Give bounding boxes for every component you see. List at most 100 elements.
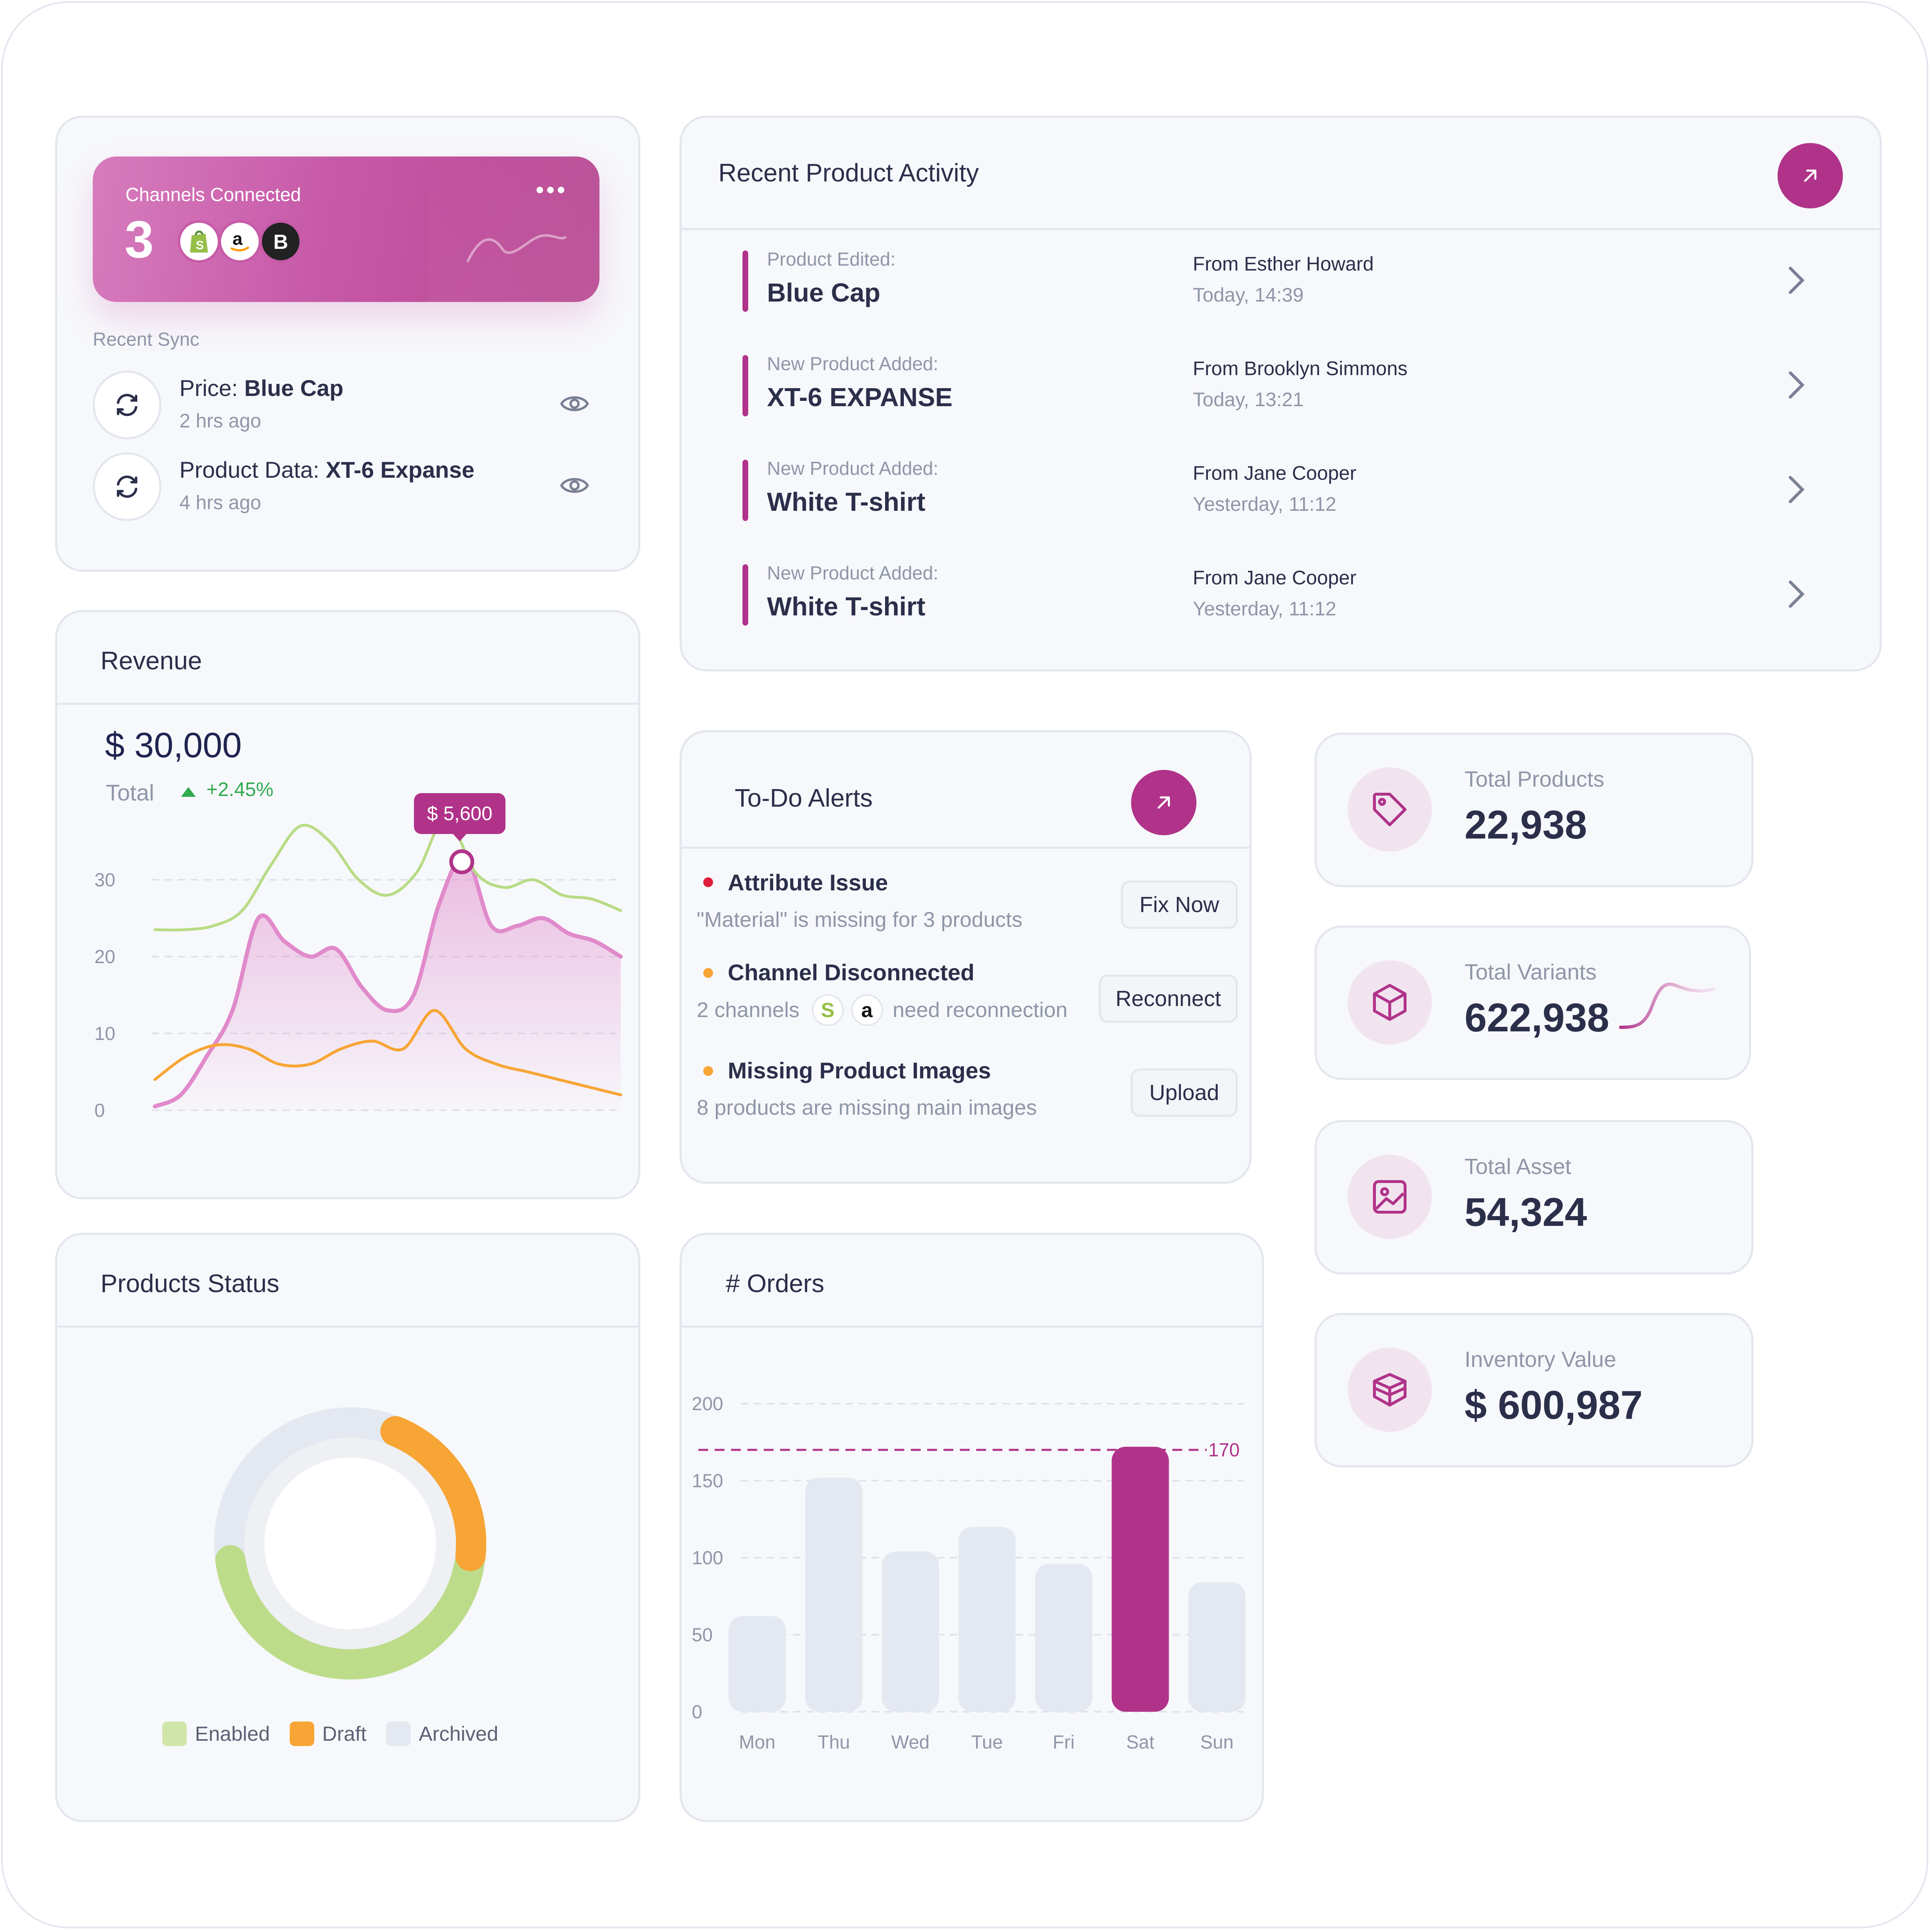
status-header: Products Status	[57, 1235, 638, 1328]
activity-from: From Brooklyn Simmons	[1193, 358, 1408, 380]
svg-text:a: a	[233, 229, 243, 249]
channels-title: Channels Connected	[125, 184, 301, 205]
stat-card-inventory-value[interactable]: Inventory Value $ 600,987	[1315, 1313, 1753, 1467]
revenue-total-label: Total	[106, 780, 154, 805]
chevron-right-icon[interactable]	[1786, 579, 1807, 609]
open-activity-button[interactable]	[1778, 143, 1843, 208]
image-icon	[1348, 1155, 1432, 1239]
recent-sync-label: Recent Sync	[93, 329, 199, 350]
activity-product: White T-shirt	[767, 487, 926, 517]
alert-description: 8 products are missing main images	[697, 1096, 1037, 1120]
revenue-y-ticks: 0 10 20 30	[94, 869, 115, 1121]
sync-icon	[93, 452, 161, 521]
more-options-icon[interactable]	[537, 182, 567, 198]
orders-bars	[729, 1447, 1246, 1712]
legend-swatch-archived	[386, 1722, 411, 1746]
revenue-highlight-point[interactable]	[449, 849, 474, 874]
box-open-icon	[1348, 1348, 1432, 1432]
revenue-change: +2.45%	[206, 779, 274, 801]
activity-type: Product Edited:	[767, 248, 896, 270]
x-tick-label: Wed	[891, 1731, 930, 1753]
amazon-icon: a	[219, 220, 261, 263]
donut-center	[264, 1458, 436, 1629]
alert-description: "Material" is missing for 3 products	[697, 908, 1022, 932]
revenue-series-orange	[153, 1009, 622, 1096]
activity-from: From Jane Cooper	[1193, 567, 1357, 589]
sync-item-time: 2 hrs ago	[179, 410, 262, 432]
activity-time: Today, 13:21	[1193, 389, 1304, 411]
alert-status-dot	[703, 968, 713, 978]
order-bar[interactable]	[1035, 1564, 1092, 1712]
channels-count: 3	[125, 210, 154, 269]
donut-slice-enabled[interactable]	[215, 1545, 485, 1679]
sync-item-prefix: Price:	[179, 375, 244, 401]
bigcommerce-icon: B	[259, 220, 302, 263]
order-bar[interactable]	[958, 1527, 1016, 1712]
activity-accent-bar	[742, 355, 748, 416]
donut-slice-draft[interactable]	[380, 1416, 486, 1571]
trend-up-icon	[181, 787, 196, 797]
sync-item-title: Product Data: XT-6 Expanse	[179, 456, 474, 483]
alert-status-dot	[703, 1066, 713, 1076]
x-tick-label: Tue	[971, 1731, 1003, 1753]
card-title: Products Status	[101, 1270, 280, 1298]
upload-button[interactable]: Upload	[1131, 1069, 1238, 1117]
alert-title: Attribute Issue	[728, 870, 888, 895]
x-tick-label: Fri	[1053, 1731, 1075, 1753]
eye-icon[interactable]	[560, 475, 589, 496]
x-tick-label: Mon	[739, 1731, 775, 1753]
order-bar[interactable]	[882, 1551, 939, 1712]
open-alerts-button[interactable]	[1131, 770, 1196, 835]
reconnect-button[interactable]: Reconnect	[1099, 975, 1238, 1023]
order-bar[interactable]	[1188, 1582, 1246, 1712]
chevron-right-icon[interactable]	[1786, 370, 1807, 400]
amazon-icon: a	[851, 994, 883, 1026]
revenue-chart: 0 10 20 30	[94, 817, 623, 1121]
reference-line-label: 170	[1208, 1439, 1240, 1460]
legend-item-enabled: Enabled	[162, 1722, 270, 1746]
products-status-donut	[214, 1407, 486, 1679]
alert-description-start: 2 channels	[697, 998, 800, 1022]
arrow-up-right-icon	[1158, 796, 1170, 809]
stat-label: Total Products	[1465, 767, 1605, 792]
sync-item-title: Price: Blue Cap	[179, 375, 343, 401]
chevron-right-icon[interactable]	[1786, 265, 1807, 295]
activity-type: New Product Added:	[767, 353, 939, 374]
activity-time: Yesterday, 11:12	[1193, 494, 1337, 515]
y-tick-label: 0	[94, 1100, 105, 1121]
sync-icon	[93, 371, 161, 439]
shopify-icon: S	[178, 220, 220, 263]
eye-icon[interactable]	[560, 394, 589, 414]
y-tick-label: 200	[692, 1393, 723, 1414]
stat-card-total-variants[interactable]: Total Variants 622,938	[1315, 926, 1751, 1080]
stat-card-total-asset[interactable]: Total Asset 54,324	[1315, 1120, 1753, 1275]
y-tick-label: 100	[692, 1547, 723, 1568]
fix-now-button[interactable]: Fix Now	[1121, 881, 1238, 929]
legend-label: Archived	[418, 1722, 499, 1745]
svg-text:S: S	[196, 239, 204, 252]
alert-description: 2 channels S a need reconnection	[697, 994, 1067, 1026]
legend-swatch-enabled	[162, 1722, 187, 1746]
tag-icon	[1348, 767, 1432, 852]
alert-title: Channel Disconnected	[728, 959, 975, 985]
order-bar[interactable]	[729, 1616, 786, 1712]
order-bar[interactable]	[805, 1477, 863, 1712]
card-title: To-Do Alerts	[735, 784, 873, 812]
y-tick-label: 0	[692, 1701, 702, 1722]
cube-icon	[1348, 960, 1432, 1044]
revenue-series-pink	[153, 854, 623, 1109]
stat-value: 54,324	[1465, 1190, 1587, 1234]
sync-item-name: Blue Cap	[244, 375, 344, 401]
order-bar[interactable]	[1111, 1447, 1169, 1712]
sync-item-name: XT-6 Expanse	[325, 457, 475, 483]
sync-item-prefix: Product Data:	[179, 457, 326, 483]
chevron-right-icon[interactable]	[1786, 474, 1807, 505]
y-tick-label: 150	[692, 1470, 723, 1491]
activity-from: From Jane Cooper	[1193, 463, 1357, 484]
stat-label: Inventory Value	[1465, 1347, 1617, 1372]
stat-card-total-products[interactable]: Total Products 22,938	[1315, 733, 1753, 887]
activity-card: Recent Product Activity	[680, 116, 1882, 671]
channels-connected-banner[interactable]: Channels Connected 3 S a B	[93, 157, 599, 302]
activity-type: New Product Added:	[767, 562, 939, 584]
